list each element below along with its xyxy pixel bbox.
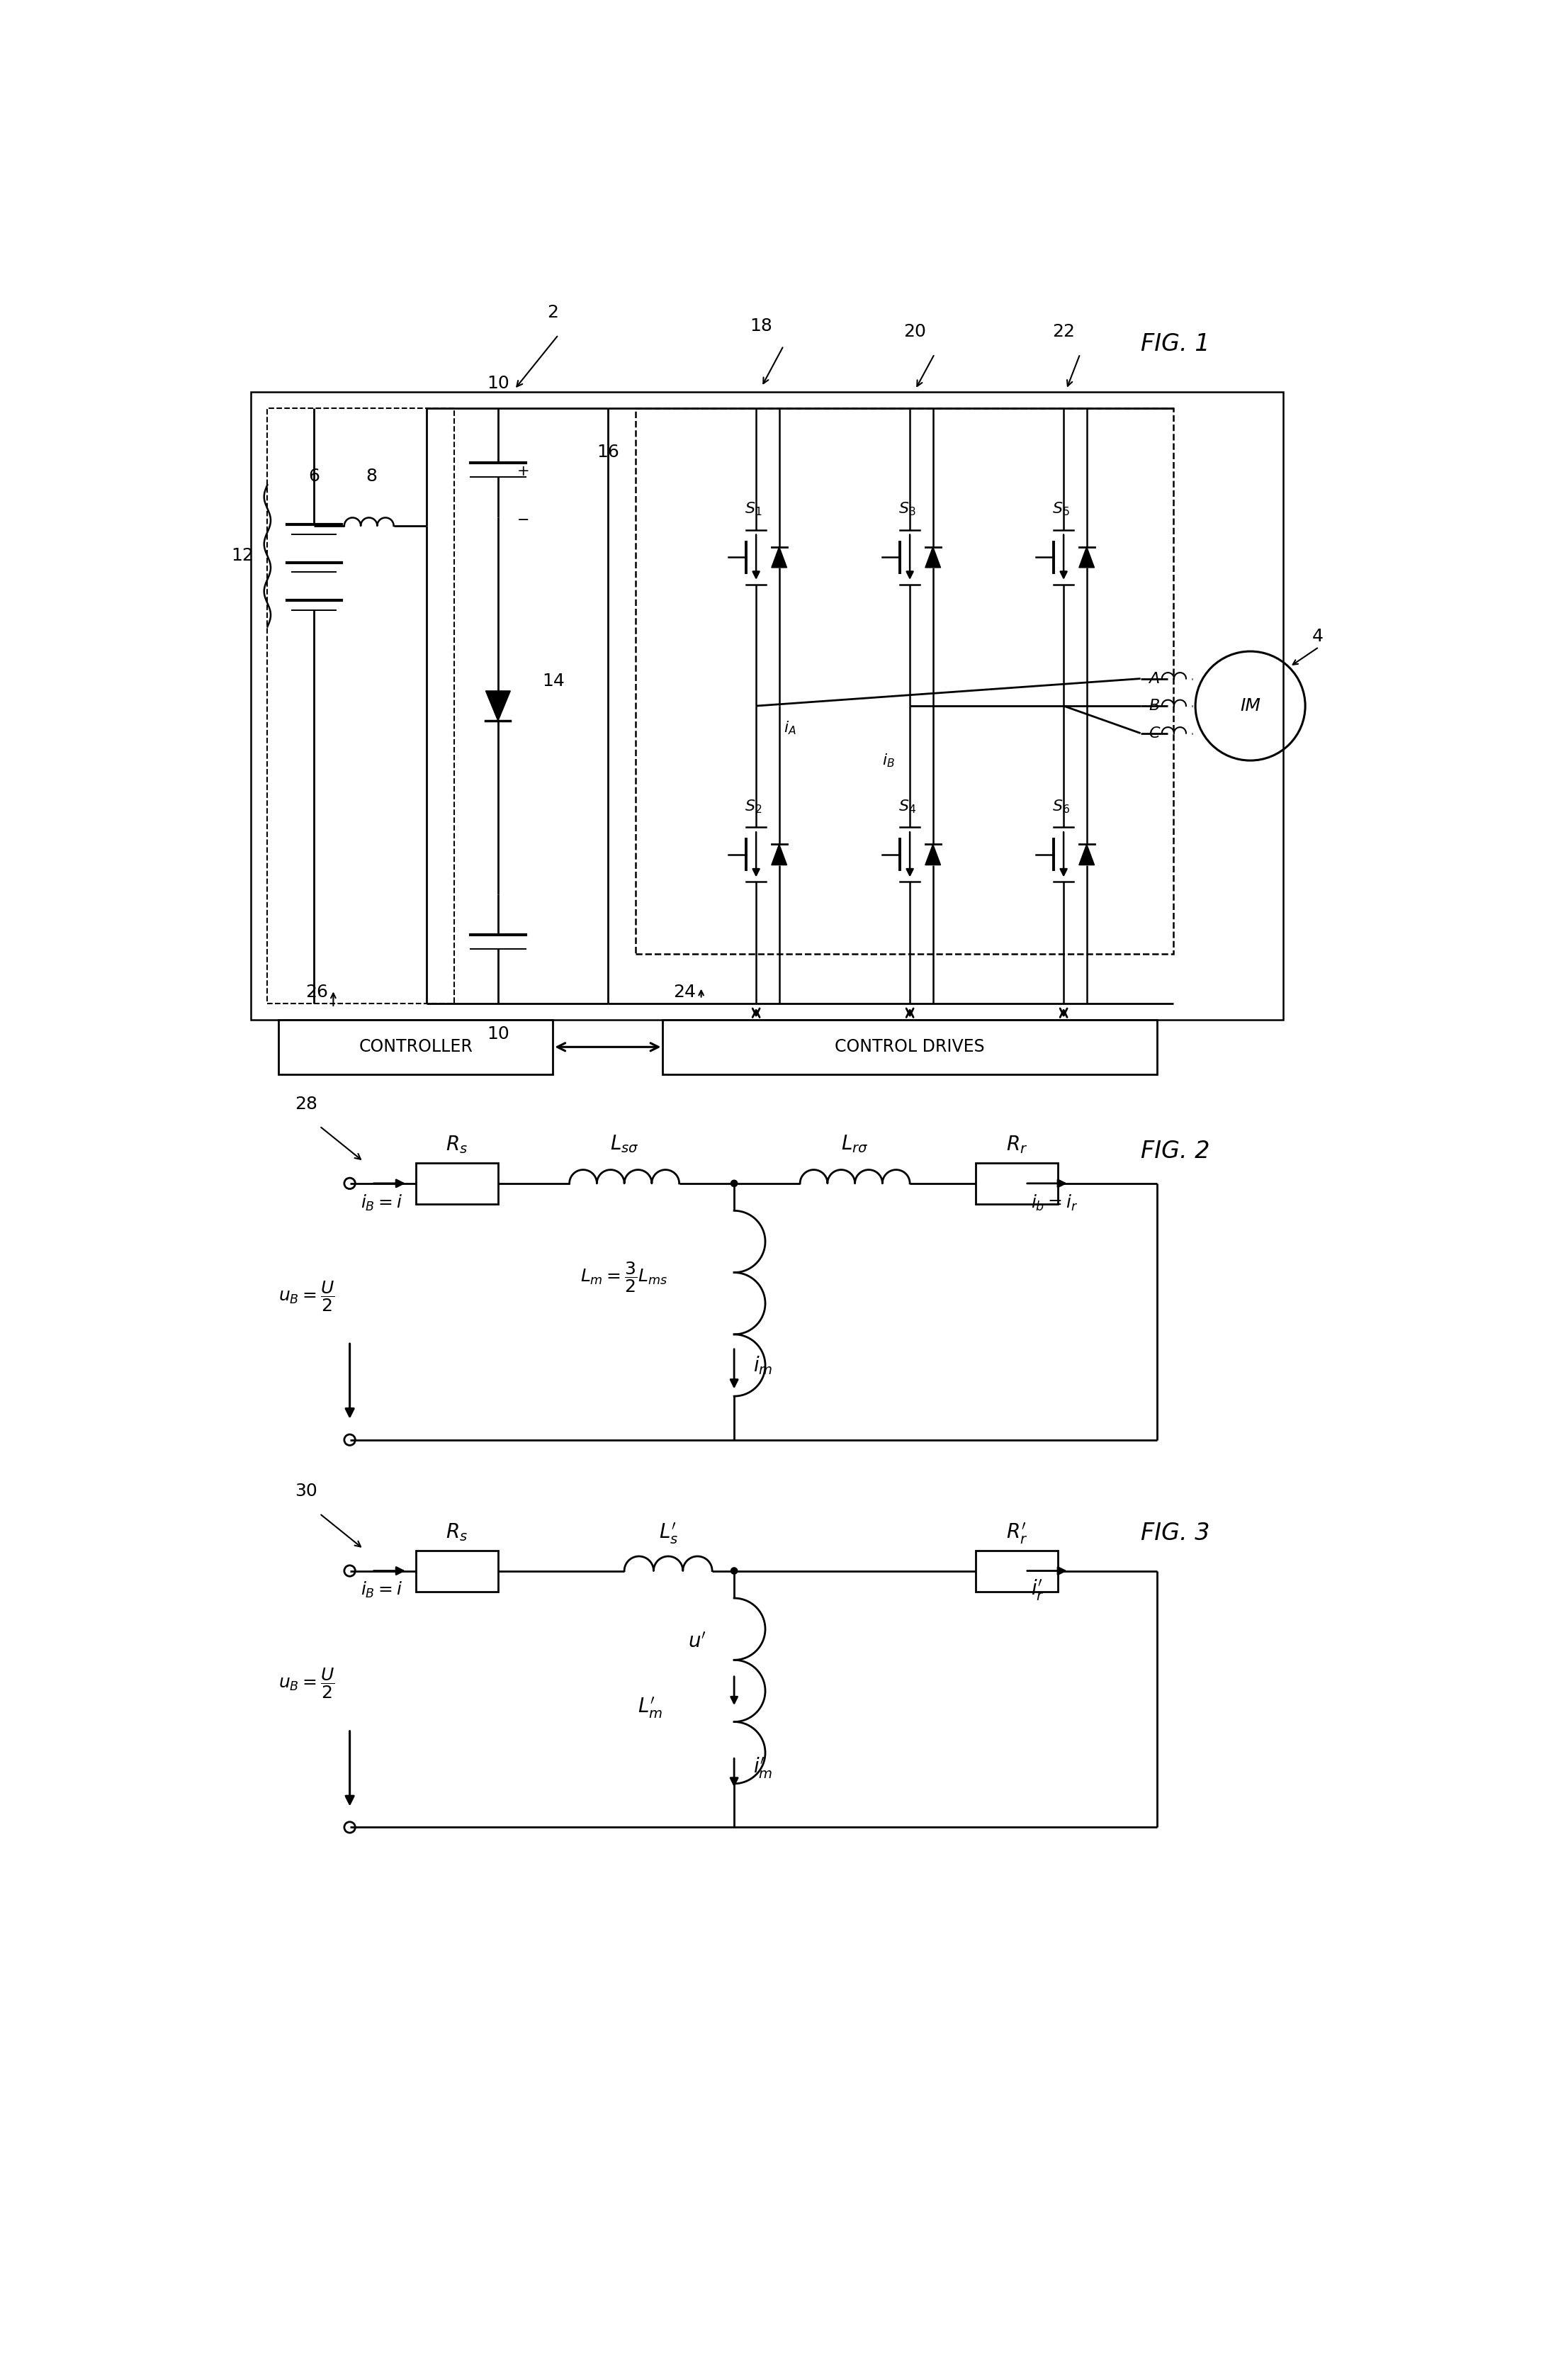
Polygon shape	[1079, 548, 1094, 567]
Text: 2: 2	[547, 304, 558, 320]
Text: FIG. 1: FIG. 1	[1140, 332, 1209, 356]
Text: $i_B=i$: $i_B=i$	[361, 1193, 403, 1212]
Polygon shape	[771, 548, 787, 567]
Text: 18: 18	[750, 318, 773, 334]
Text: 10: 10	[486, 1025, 510, 1041]
Text: $L_m'$: $L_m'$	[638, 1696, 663, 1720]
Text: 8: 8	[365, 467, 378, 484]
Text: 12: 12	[230, 548, 254, 565]
Bar	[279, 1020, 554, 1075]
Text: $S_5$: $S_5$	[1052, 500, 1069, 517]
Circle shape	[731, 1568, 737, 1575]
Text: $i_m$: $i_m$	[753, 1354, 773, 1376]
Text: +: +	[517, 465, 530, 479]
Text: 30: 30	[295, 1482, 317, 1499]
Text: $S_2$: $S_2$	[745, 799, 762, 816]
Text: 26: 26	[306, 984, 328, 1001]
Text: $L_s'$: $L_s'$	[659, 1520, 677, 1547]
Bar	[251, 391, 1283, 1020]
Text: CONTROLLER: CONTROLLER	[359, 1039, 472, 1056]
Text: $i_B=i$: $i_B=i$	[361, 1580, 403, 1599]
Text: 14: 14	[543, 674, 564, 690]
Text: −: −	[517, 512, 530, 527]
Text: C: C	[1149, 726, 1160, 740]
Text: 10: 10	[486, 375, 510, 391]
Text: $S_6$: $S_6$	[1052, 799, 1069, 816]
Text: $i_b=i_r$: $i_b=i_r$	[1030, 1193, 1077, 1212]
Text: 24: 24	[673, 984, 696, 1001]
Text: $R_r$: $R_r$	[1007, 1134, 1027, 1155]
Circle shape	[731, 1181, 737, 1186]
Polygon shape	[925, 548, 941, 567]
Text: FIG. 3: FIG. 3	[1140, 1523, 1209, 1544]
Text: CONTROL DRIVES: CONTROL DRIVES	[834, 1039, 985, 1056]
Bar	[416, 1162, 499, 1205]
Text: $i_r'$: $i_r'$	[1030, 1577, 1044, 1603]
Text: FIG. 2: FIG. 2	[1140, 1139, 1209, 1162]
Text: A: A	[1149, 671, 1159, 686]
Polygon shape	[486, 690, 510, 721]
Bar	[975, 1162, 1058, 1205]
Polygon shape	[771, 844, 787, 866]
Text: $i_B$: $i_B$	[883, 752, 895, 769]
Text: $S_4$: $S_4$	[898, 799, 916, 816]
Text: IM: IM	[1240, 697, 1261, 714]
Text: $R_s$: $R_s$	[445, 1134, 467, 1155]
Text: $S_1$: $S_1$	[745, 500, 762, 517]
Bar	[635, 408, 1173, 954]
Text: $S_3$: $S_3$	[898, 500, 916, 517]
Text: 6: 6	[309, 467, 320, 484]
Bar	[416, 1551, 499, 1592]
Text: $L_{s\sigma}$: $L_{s\sigma}$	[610, 1134, 638, 1155]
Text: $u'$: $u'$	[688, 1632, 707, 1651]
Bar	[975, 1551, 1058, 1592]
Polygon shape	[925, 844, 941, 866]
Text: $R_s$: $R_s$	[445, 1523, 467, 1542]
Text: $L_m=\dfrac{3}{2}L_{ms}$: $L_m=\dfrac{3}{2}L_{ms}$	[580, 1260, 668, 1293]
Text: $i_A$: $i_A$	[784, 719, 797, 735]
Polygon shape	[1079, 844, 1094, 866]
Text: 28: 28	[295, 1096, 317, 1112]
Text: B: B	[1149, 700, 1159, 714]
Text: $u_B=\dfrac{U}{2}$: $u_B=\dfrac{U}{2}$	[279, 1279, 334, 1314]
Bar	[663, 1020, 1157, 1075]
Text: $L_{r\sigma}$: $L_{r\sigma}$	[842, 1134, 869, 1155]
Text: 22: 22	[1052, 323, 1074, 339]
Text: 20: 20	[903, 323, 927, 339]
Bar	[268, 408, 455, 1003]
Text: $R_r'$: $R_r'$	[1007, 1520, 1027, 1547]
Text: $i_m'$: $i_m'$	[753, 1755, 773, 1779]
Text: $u_B=\dfrac{U}{2}$: $u_B=\dfrac{U}{2}$	[279, 1668, 334, 1701]
Text: 16: 16	[597, 444, 619, 460]
Text: 4: 4	[1312, 629, 1323, 645]
